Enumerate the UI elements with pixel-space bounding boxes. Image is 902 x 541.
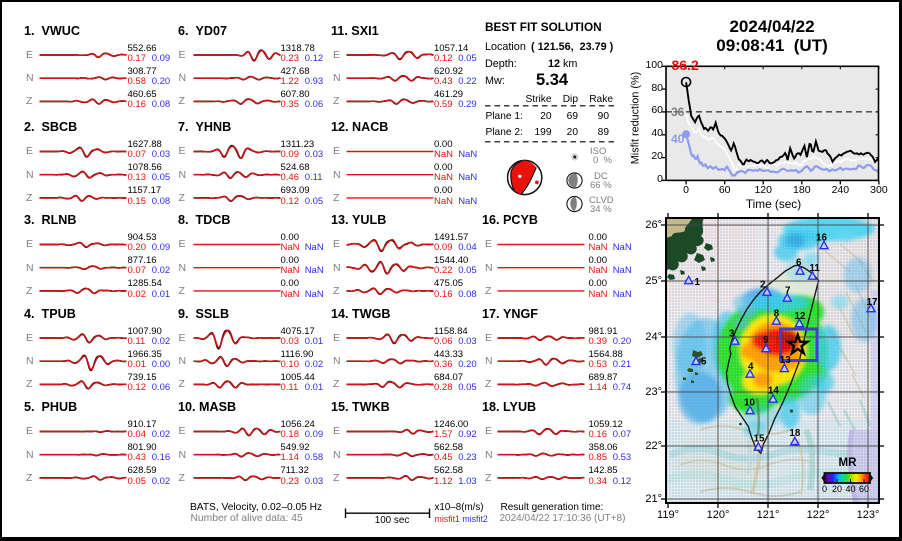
svg-text:3: 3 [729,329,735,340]
svg-text:16: 16 [816,233,827,244]
svg-text:5: 5 [701,357,707,368]
svg-text:12: 12 [795,311,806,322]
svg-text:14: 14 [768,386,779,397]
svg-text:18: 18 [789,428,800,439]
svg-text:11: 11 [810,263,821,274]
svg-text:1: 1 [695,277,701,288]
svg-text:7: 7 [785,285,791,296]
svg-text:13: 13 [780,355,791,366]
svg-text:15: 15 [754,434,765,445]
svg-text:9: 9 [763,335,769,346]
svg-text:10: 10 [744,397,755,408]
svg-text:6: 6 [796,257,802,268]
svg-text:17: 17 [867,297,878,308]
svg-text:2: 2 [760,279,766,290]
svg-text:8: 8 [774,308,780,319]
svg-text:4: 4 [748,361,754,372]
